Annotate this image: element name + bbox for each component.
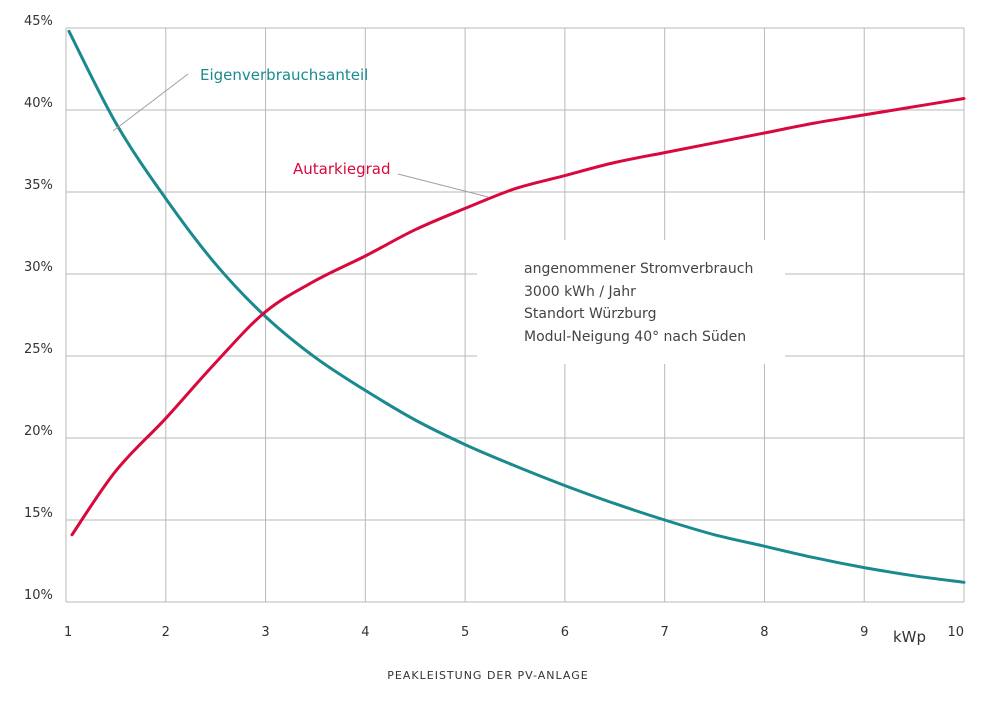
info-line-4: Modul-Neigung 40° nach Süden [524, 329, 746, 345]
x-tick-label: 2 [162, 625, 170, 640]
info-box [477, 240, 785, 364]
x-tick-label: 7 [661, 625, 669, 640]
y-tick-label: 35% [24, 178, 53, 193]
y-tick-label: 40% [24, 96, 53, 111]
info-line-2: 3000 kWh / Jahr [524, 284, 636, 300]
eigenverbrauch-label: Eigenverbrauchsanteil [200, 66, 368, 84]
y-tick-label: 30% [24, 260, 53, 275]
x-unit-label: kWp [893, 628, 926, 646]
x-tick-label: 3 [261, 625, 269, 640]
x-tick-label: 9 [860, 625, 868, 640]
x-tick-label: 6 [561, 625, 569, 640]
x-tick-label: 1 [64, 625, 72, 640]
x-axis-title: PEAKLEISTUNG DER PV-ANLAGE [387, 669, 588, 682]
autarkie-label: Autarkiegrad [293, 160, 391, 178]
info-line-3: Standort Würzburg [524, 306, 656, 322]
x-tick-label: 4 [361, 625, 369, 640]
eigenverbrauch-leader-line [112, 73, 189, 132]
x-tick-label: 10 [947, 625, 964, 640]
series-layer [67, 29, 966, 584]
autarkie-leader-line [397, 173, 489, 198]
y-tick-label: 25% [24, 342, 53, 357]
autarkiegrad-line [70, 97, 966, 537]
tick-labels: 1 2 3 4 5 6 7 8 9 10 10% 15% 20% 25% 30% 35% 40% 45% [24, 14, 964, 640]
x-tick-label: 5 [461, 625, 469, 640]
y-tick-label: 15% [24, 506, 53, 521]
info-line-1: angenommener Stromverbrauch [524, 261, 753, 277]
eigenverbrauchsanteil-line [67, 29, 966, 584]
y-tick-label: 45% [24, 14, 53, 29]
x-tick-label: 8 [760, 625, 768, 640]
y-tick-label: 10% [24, 588, 53, 603]
y-tick-label: 20% [24, 424, 53, 439]
